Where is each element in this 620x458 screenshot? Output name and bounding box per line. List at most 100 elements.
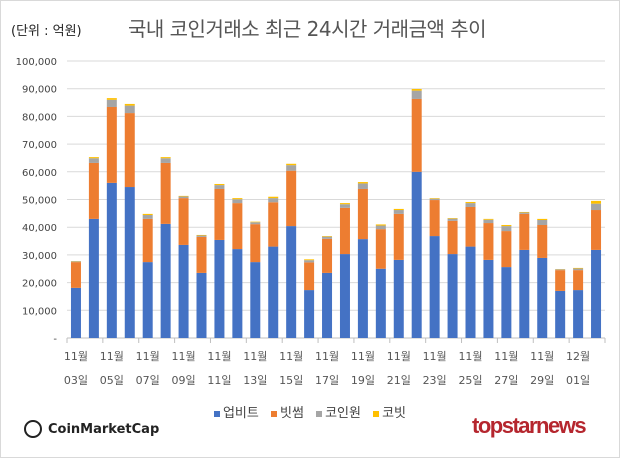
x-tick-label-day: 17일: [315, 373, 339, 387]
bar-segment: [591, 200, 602, 204]
bar-segment: [429, 236, 440, 338]
y-tick-label: 70,000: [22, 140, 57, 151]
bar-segment: [357, 182, 368, 184]
legend-item-korbit: 코빗: [373, 402, 406, 421]
bar-segment: [429, 198, 440, 199]
bar-segment: [268, 198, 279, 203]
x-tick-label-day: 21일: [387, 373, 411, 387]
bar-segment: [465, 206, 476, 247]
bar-segment: [268, 246, 279, 338]
bar-segment: [70, 287, 81, 338]
bar-segment: [304, 260, 315, 263]
x-tick-label-day: 27일: [494, 373, 518, 387]
bar-segment: [250, 222, 261, 225]
bar-segment: [88, 157, 99, 159]
bar-segment: [250, 224, 261, 263]
x-tick-label-month: 11월: [387, 350, 411, 363]
bar-segment: [178, 195, 189, 197]
bar-segment: [178, 198, 189, 245]
bar-segment: [286, 226, 297, 338]
legend-label: 코인원: [325, 406, 361, 421]
coinmarketcap-icon: [24, 420, 42, 438]
coinmarketcap-text: CoinMarketCap: [48, 421, 160, 437]
bar-segment: [304, 290, 315, 338]
x-tick-label-month: 11월: [207, 350, 231, 363]
bar-segment: [160, 157, 171, 159]
legend-item-coinone: 코인원: [316, 402, 361, 421]
bar-segment: [178, 244, 189, 338]
legend-label: 코빗: [382, 406, 407, 421]
bar-segment: [88, 218, 99, 338]
bar-segment: [178, 196, 189, 199]
bar-segment: [357, 239, 368, 338]
bar-segment: [573, 268, 584, 271]
bar-segment: [501, 226, 512, 232]
bar-segment: [250, 262, 261, 338]
bar-segment: [286, 165, 297, 171]
bar-segment: [339, 204, 350, 208]
bar-segment: [106, 182, 117, 338]
legend-label: 업비트: [222, 406, 259, 421]
legend-item-upbit: 업비트: [213, 402, 259, 421]
bar-segment: [393, 259, 404, 338]
bar-segment: [124, 113, 135, 188]
bar-segment: [501, 224, 512, 227]
x-tick-label-month: 11월: [279, 350, 303, 363]
bar-segment: [375, 229, 386, 269]
x-tick-label-month: 11월: [351, 350, 375, 363]
y-tick-label: 50,000: [22, 196, 57, 207]
bar-segment: [142, 262, 153, 338]
bar-segment: [591, 249, 602, 338]
x-tick-label-month: 11월: [136, 350, 160, 363]
bar-segment: [501, 231, 512, 268]
bar-segment: [160, 158, 171, 163]
bar-segment: [483, 223, 494, 260]
bar-segment: [322, 236, 333, 239]
bar-segment: [268, 196, 279, 199]
bar-segment: [322, 238, 333, 273]
bar-segment: [465, 201, 476, 204]
bar-segment: [232, 198, 243, 200]
x-tick-label-day: 13일: [243, 373, 267, 387]
bar-segment: [339, 203, 350, 205]
bar-segment: [286, 170, 297, 227]
x-tick-label-day: 23일: [423, 373, 447, 387]
bar-segment: [537, 219, 548, 225]
bar-segment: [519, 249, 530, 338]
y-tick-label: -: [53, 334, 57, 345]
bar-segment: [106, 98, 117, 100]
bar-segment: [429, 200, 440, 237]
bar-segment: [339, 207, 350, 255]
bar-segment: [196, 234, 207, 236]
bar-segment: [555, 290, 566, 338]
bar-segment: [142, 218, 153, 263]
x-tick-label-month: 11월: [64, 350, 88, 363]
bar-segment: [214, 183, 225, 186]
x-tick-label-day: 29일: [530, 373, 554, 387]
bar-segment: [375, 268, 386, 338]
bar-segment: [214, 188, 225, 240]
bar-segment: [537, 218, 548, 220]
bar-segment: [196, 236, 207, 273]
bar-segment: [555, 270, 566, 291]
bar-segment: [411, 98, 422, 172]
x-tick-label-month: 12월: [566, 350, 590, 363]
bar-segment: [124, 187, 135, 338]
legend-swatch: [373, 410, 380, 417]
bar-segment: [555, 269, 566, 271]
bar-segment: [339, 254, 350, 338]
bar-segment: [124, 105, 135, 114]
x-tick-label-month: 11월: [458, 350, 482, 363]
bar-segment: [591, 210, 602, 250]
legend: 업비트 빗썸 코인원 코빗: [0, 402, 620, 421]
bar-segment: [447, 218, 458, 221]
legend-label: 빗썸: [280, 406, 304, 421]
y-tick-label: 20,000: [22, 279, 57, 290]
y-tick-label: 40,000: [22, 223, 57, 234]
bar-segment: [519, 213, 530, 250]
coinmarketcap-logo: CoinMarketCap: [24, 420, 159, 438]
bar-segment: [106, 99, 117, 107]
bar-segment: [232, 199, 243, 204]
y-tick-label: 10,000: [22, 306, 57, 317]
